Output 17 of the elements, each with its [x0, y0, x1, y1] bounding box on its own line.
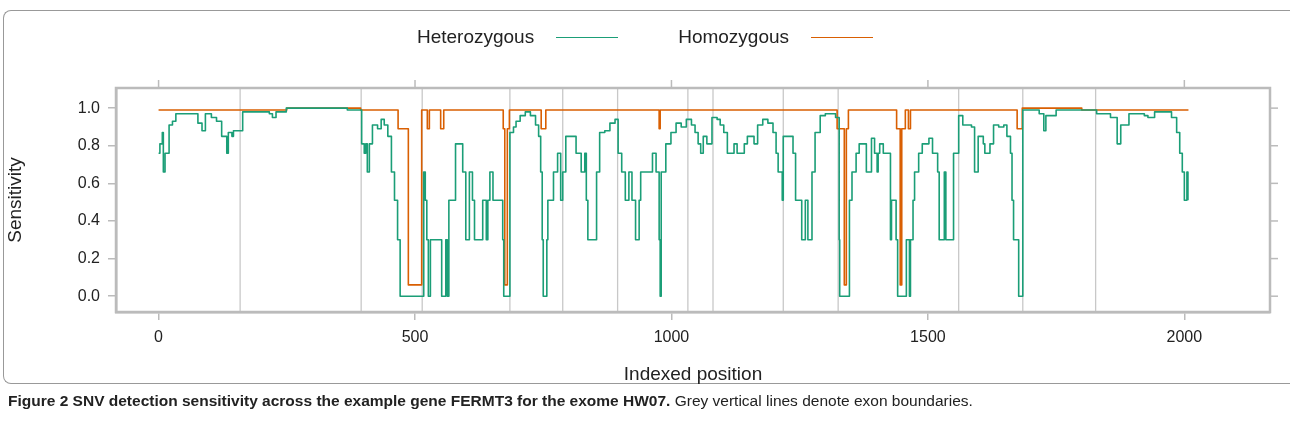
y-tick-label: 0.6	[77, 173, 101, 191]
x-tick-label: 2000	[1166, 328, 1203, 346]
x-tick-label: 500	[401, 328, 429, 346]
text: Figure 2 SNV detection sensitivity across the example gene FERMT3 for the exome HW07.	[8, 392, 671, 409]
y-tick-label: 0.4	[77, 211, 101, 229]
x-tick-label: 1500	[910, 328, 946, 346]
y-tick-label: 0.8	[77, 136, 101, 154]
y-axis-title: Sensitivity	[3, 156, 25, 243]
x-tick-label: 0	[154, 328, 164, 346]
x-tick-label: 1000	[653, 328, 690, 346]
y-tick-label: 0.0	[77, 286, 101, 304]
y-tick-label: 1.0	[77, 98, 101, 116]
text: Grey vertical lines denote exon boundaries.	[673, 392, 973, 409]
legend-label: Homozygous	[678, 26, 790, 48]
legend-label: Heterozygous	[416, 26, 535, 48]
y-tick-label: 0.2	[77, 248, 101, 266]
x-axis-title: Indexed position	[623, 362, 763, 384]
